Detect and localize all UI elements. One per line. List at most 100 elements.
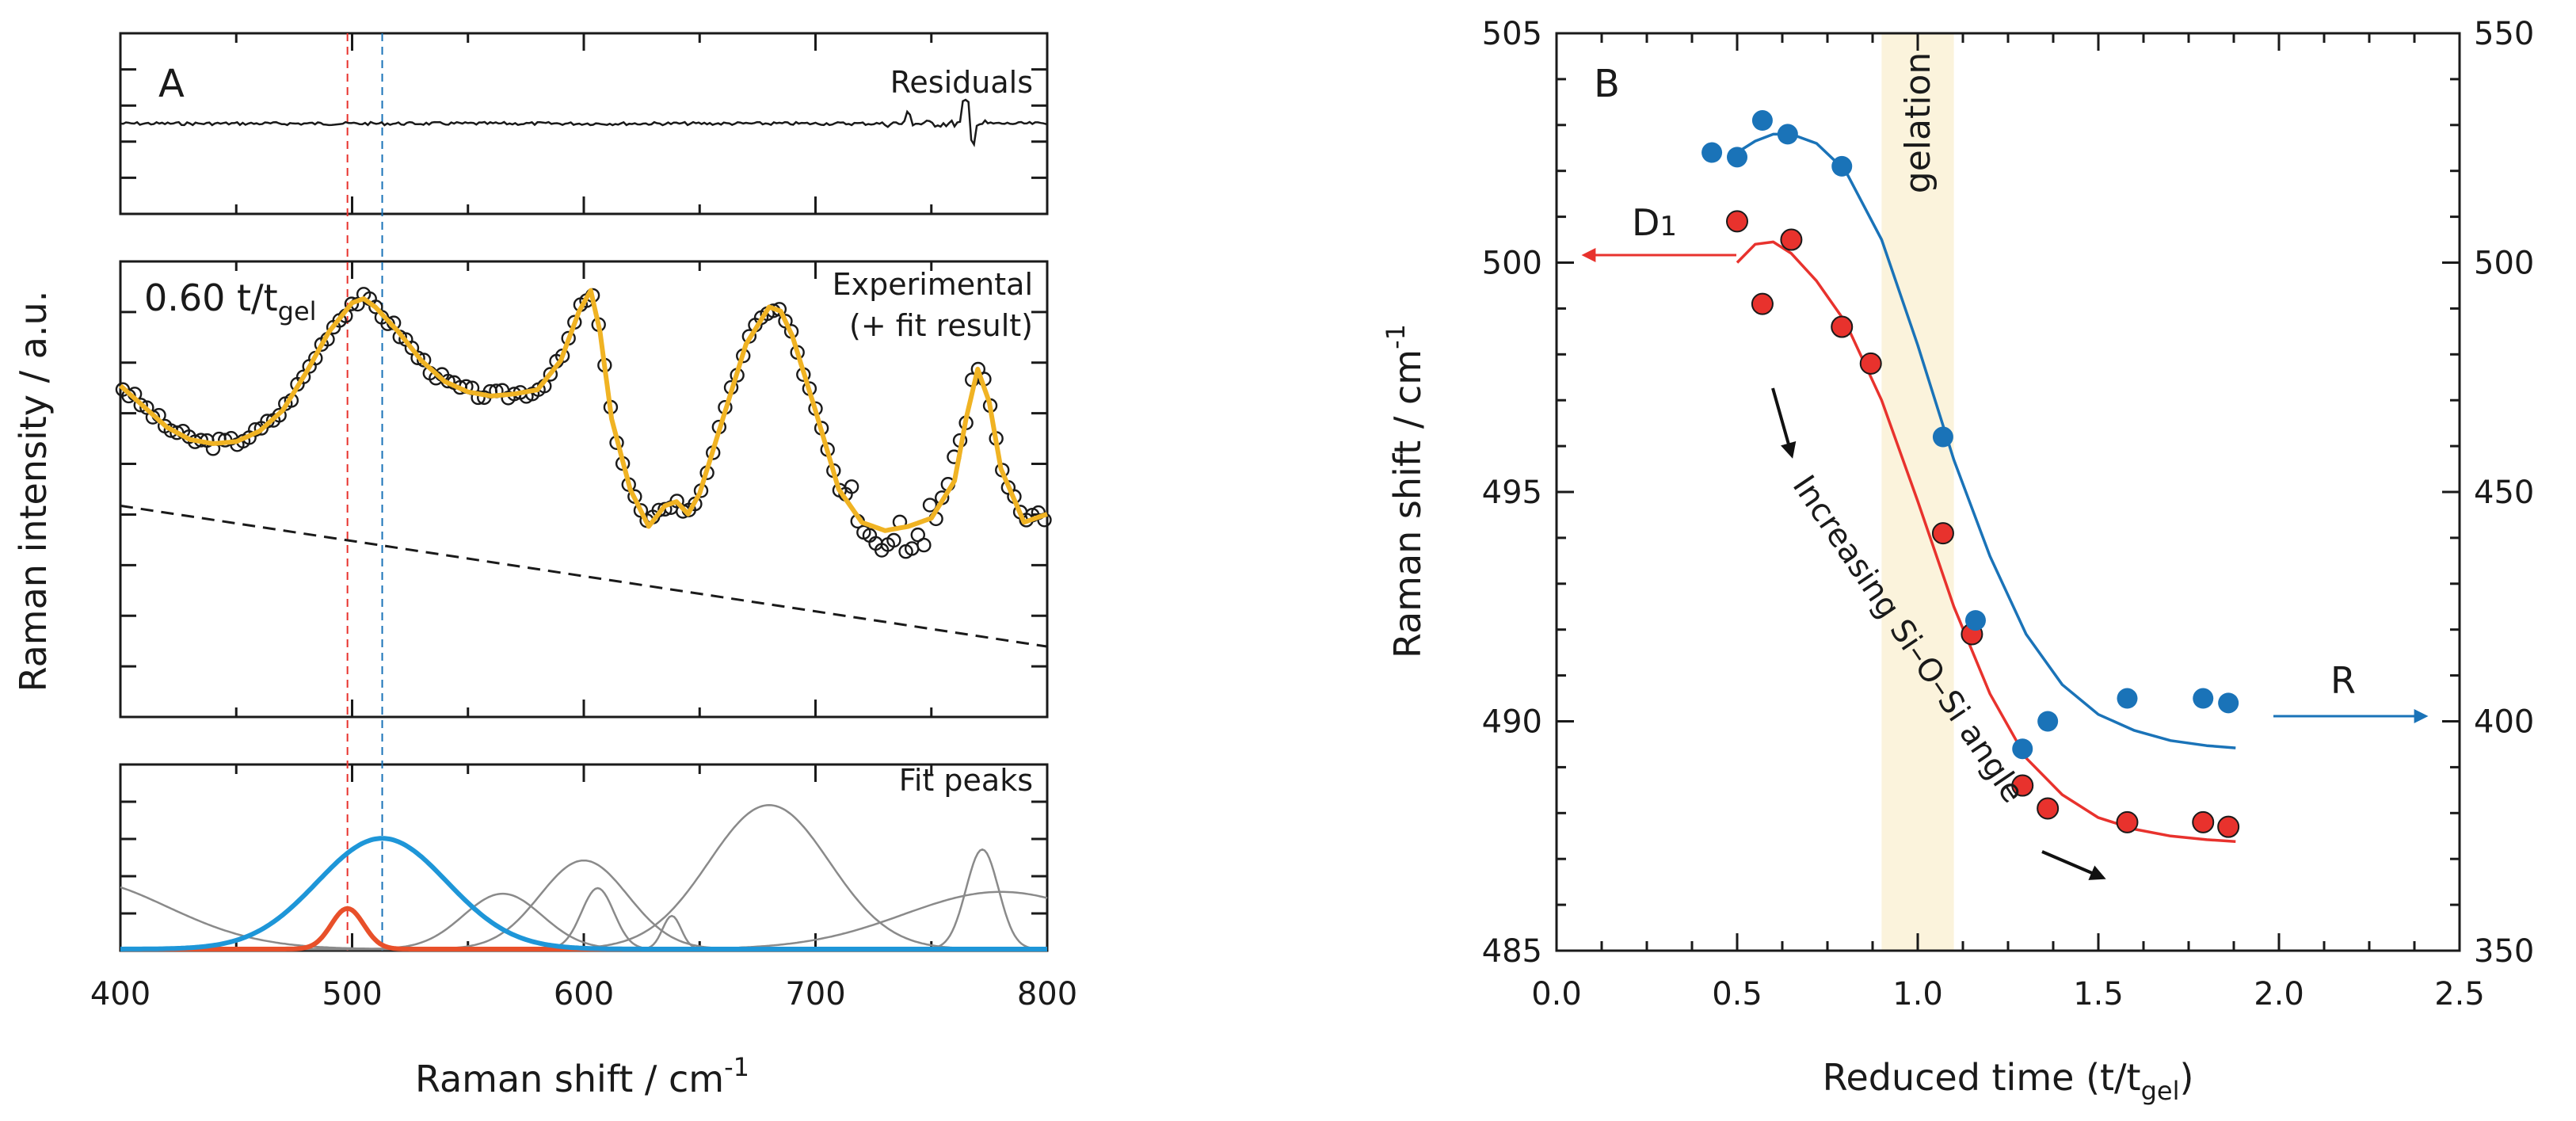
y-left-tick-label: 495 [1482, 475, 1542, 511]
d1-series-label: D1 [1632, 201, 1677, 244]
x-tick-label: 1.5 [2073, 976, 2124, 1012]
panel-b-tick-labels: 0.0 0.5 1.0 1.5 2.0 2.5 485 490 495 500 505 350 400 4… [1482, 16, 2535, 1012]
y-left-tick-label: 490 [1482, 704, 1542, 741]
experimental-point [416, 353, 432, 368]
time-annotation-main: 0.60 t/t [144, 276, 278, 319]
panel-b-x-label-end: ) [2179, 1056, 2193, 1099]
x-tick-label: 800 [1017, 976, 1077, 1012]
fit-peak-curves [120, 804, 1048, 951]
r-fit-curve [1736, 132, 2236, 749]
time-annotation-sub: gel [278, 296, 317, 326]
panel-a-x-label-sup: -1 [724, 1052, 749, 1082]
r-data-point [2218, 692, 2239, 714]
r-data-point [1964, 610, 1986, 631]
y-right-tick-label: 500 [2474, 246, 2534, 282]
experimental-point [344, 296, 360, 311]
x-tick-label: 500 [322, 976, 382, 1012]
panel-b-x-label-sub: gel [2141, 1076, 2180, 1106]
d1-data-point [2217, 815, 2240, 838]
experimental-point [922, 498, 938, 513]
panel-a-y-axis-label: Raman intensity / a.u. [12, 291, 55, 692]
experimental-point [410, 350, 425, 366]
residuals-curve [120, 98, 1047, 147]
fit-curve [118, 288, 1048, 533]
d1-data-point [1831, 315, 1854, 338]
panel-a-label: A [158, 62, 185, 106]
y-left-tick-label: 485 [1482, 933, 1542, 970]
gelation-label: gelation [1898, 52, 1938, 193]
y-right-tick-label: 450 [2474, 475, 2534, 511]
r-data-point [2193, 688, 2214, 709]
fit-result-line [118, 288, 1048, 533]
panel-b-x-label-text: Reduced time (t/t [1823, 1056, 2141, 1099]
panel-a-x-label-text: Raman shift / cm [415, 1058, 724, 1100]
annotation-arrow-top [1771, 387, 1797, 459]
experimental-point [272, 408, 287, 423]
y-right-tick-label: 350 [2474, 933, 2534, 970]
x-tick-label: 0.5 [1712, 976, 1762, 1012]
r-data-point [1831, 155, 1853, 177]
d1-data-point [1726, 210, 1748, 233]
d1-data-point [2011, 774, 2034, 797]
panel-b-points [1701, 110, 2240, 838]
annotation-arrow-bottom [2041, 850, 2106, 880]
r-data-point [2117, 688, 2138, 709]
x-tick-label: 1.0 [1892, 976, 1943, 1012]
panel-a: 400 500 600 700 800 A Residuals Experimental… [12, 32, 1077, 1100]
d1-label-main: D [1632, 201, 1660, 244]
panel-b-y-label-sup: -1 [1381, 324, 1411, 349]
d1-fit-curve [1736, 240, 2236, 843]
d1-data-point [1780, 228, 1803, 251]
r-data-point [2037, 711, 2059, 732]
panel-a-reference-lines [346, 33, 383, 951]
d1-label-sub: 1 [1660, 211, 1677, 242]
x-tick-label: 2.5 [2434, 976, 2485, 1012]
r-data-point [1751, 110, 1773, 132]
experimental-point [844, 479, 859, 494]
y-left-tick-label: 505 [1482, 16, 1542, 52]
panel-a-ticks [119, 33, 1049, 951]
d1-data-point [2116, 810, 2139, 833]
baseline-line [120, 504, 1048, 648]
residuals-line [120, 98, 1047, 147]
r-series-label: R [2330, 659, 2356, 702]
experimental-point [657, 501, 673, 517]
experimental-point [886, 532, 901, 548]
panel-b-ticks [1555, 32, 2461, 952]
d1-data-point [1859, 352, 1882, 375]
y-right-tick-label: 550 [2474, 16, 2534, 52]
residuals-title: Residuals [890, 65, 1033, 100]
r-data-point [1727, 147, 1747, 168]
time-annotation: 0.60 t/tgel [144, 276, 317, 326]
d1-data-point [2037, 797, 2060, 820]
gelation-band [1881, 33, 1954, 951]
d1-data-point [2192, 810, 2215, 833]
panel-b: gelation 0.0 0.5 1.0 1.5 2.0 2.5 485 490 495 500 5… [1381, 16, 2534, 1106]
r-data-point [1777, 124, 1798, 145]
y-left-tick-label: 500 [1482, 246, 1542, 282]
experimental-point [543, 367, 558, 382]
r-data-point [1701, 142, 1723, 163]
panel-b-y-label-text: Raman shift / cm [1386, 349, 1429, 658]
panel-b-x-axis-label: Reduced time (t/tgel) [1823, 1056, 2194, 1106]
fit-peaks-title: Fit peaks [899, 763, 1033, 798]
x-tick-label: 600 [554, 976, 614, 1012]
d1-data-point [1751, 292, 1774, 315]
x-tick-label: 700 [785, 976, 845, 1012]
x-tick-label: 400 [90, 976, 151, 1012]
panel-a-x-axis-label: Raman shift / cm-1 [415, 1052, 749, 1100]
experimental-point [295, 369, 311, 384]
r-data-point [1932, 426, 1953, 448]
experimental-title: Experimental [833, 267, 1033, 302]
panel-b-frame [1555, 32, 2461, 952]
experimental-point [916, 537, 932, 553]
baseline [120, 504, 1048, 648]
x-tick-label: 0.0 [1531, 976, 1582, 1012]
d1-data-point [1931, 522, 1954, 545]
x-tick-label: 2.0 [2254, 976, 2304, 1012]
r-data-point [2012, 738, 2033, 760]
panel-b-y-axis-label: Raman shift / cm-1 [1381, 324, 1429, 658]
panel-b-label: B [1594, 62, 1620, 106]
fit-peak-p680 [120, 804, 1047, 951]
